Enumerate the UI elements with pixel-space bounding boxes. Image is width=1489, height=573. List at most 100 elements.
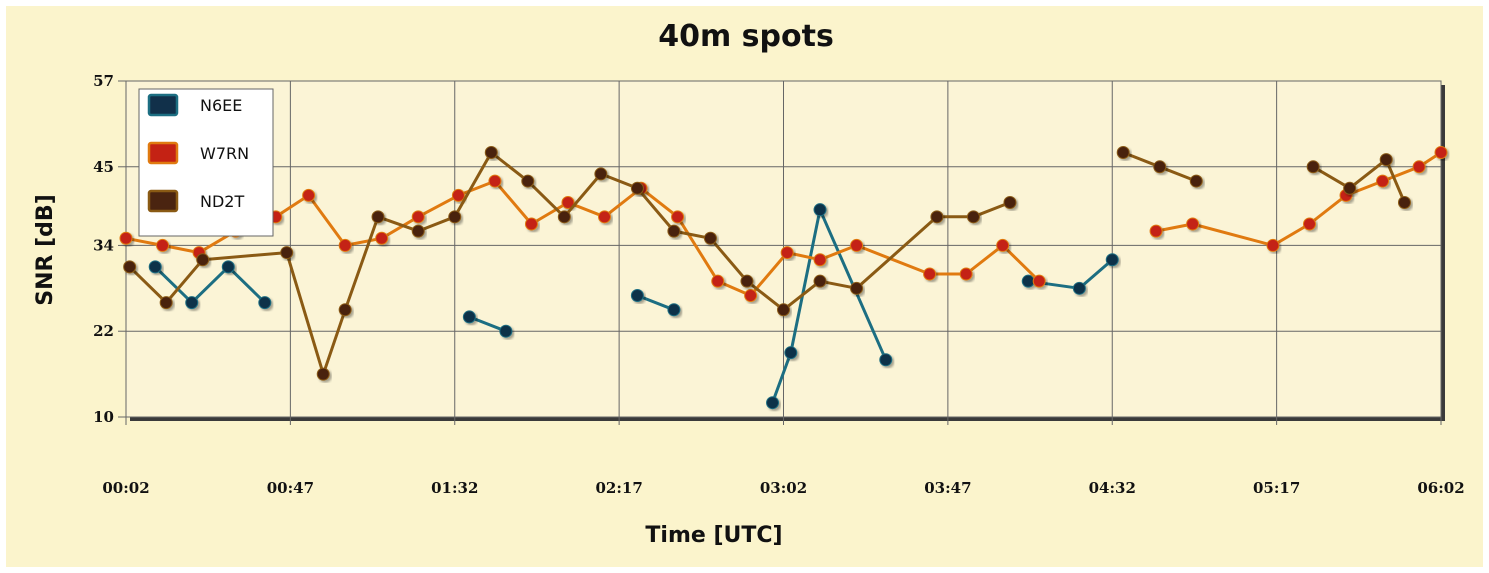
x-axis-title: Time [UTC]	[645, 523, 782, 548]
data-point-n6ee	[784, 346, 798, 360]
data-point-nd2t	[338, 303, 352, 317]
data-point-nd2t	[740, 274, 754, 288]
data-point-n6ee	[1021, 274, 1035, 288]
data-point-nd2t	[1379, 153, 1393, 167]
x-tick-label: 06:02	[1417, 479, 1464, 497]
legend-label-nd2t: ND2T	[200, 192, 244, 211]
data-point-w7rn	[1186, 217, 1200, 231]
y-tick-label: 45	[93, 158, 114, 176]
data-point-w7rn	[1434, 145, 1448, 159]
data-point-nd2t	[484, 145, 498, 159]
data-point-w7rn	[1032, 274, 1046, 288]
data-point-w7rn	[598, 210, 612, 224]
data-point-w7rn	[996, 238, 1010, 252]
data-point-w7rn	[1266, 238, 1280, 252]
data-point-n6ee	[258, 296, 272, 310]
series-w7rn	[119, 145, 1448, 302]
data-point-nd2t	[594, 167, 608, 181]
data-point-w7rn	[1412, 160, 1426, 174]
y-tick-label: 22	[93, 322, 114, 340]
data-point-w7rn	[1149, 224, 1163, 238]
data-point-w7rn	[156, 238, 170, 252]
y-tick-label: 57	[93, 72, 114, 90]
series-line-w7rn	[1155, 151, 1442, 247]
data-point-w7rn	[959, 267, 973, 281]
x-tick-label: 03:02	[760, 479, 807, 497]
plot-area	[118, 80, 1448, 425]
data-point-n6ee	[1105, 253, 1119, 267]
data-point-nd2t	[521, 174, 535, 188]
data-point-nd2t	[930, 210, 944, 224]
x-tick-label: 05:17	[1253, 479, 1300, 497]
legend-swatch-nd2t	[147, 189, 179, 213]
data-point-n6ee	[221, 260, 235, 274]
y-tick-label: 34	[93, 236, 114, 254]
series-line-n6ee	[636, 294, 675, 312]
legend-swatch-w7rn	[147, 141, 179, 165]
data-point-nd2t	[196, 253, 210, 267]
data-point-w7rn	[850, 238, 864, 252]
data-point-w7rn	[813, 253, 827, 267]
data-point-n6ee	[148, 260, 162, 274]
data-point-n6ee	[879, 353, 893, 367]
legend-label-w7rn: W7RN	[200, 144, 249, 163]
data-point-w7rn	[1376, 174, 1390, 188]
data-point-nd2t	[1189, 174, 1203, 188]
data-point-nd2t	[1397, 196, 1411, 210]
x-tick-label: 00:02	[102, 479, 149, 497]
y-tick-labels: 10 22 34 45 57	[93, 72, 114, 426]
data-point-nd2t	[813, 274, 827, 288]
x-tick-labels: 00:02 00:47 01:32 02:17 03:02 03:47 04:32 05:17…	[102, 479, 1464, 497]
data-point-w7rn	[671, 210, 685, 224]
x-tick-label: 01:32	[431, 479, 478, 497]
data-point-w7rn	[524, 217, 538, 231]
data-point-w7rn	[375, 231, 389, 245]
data-point-n6ee	[766, 396, 780, 410]
data-point-nd2t	[703, 231, 717, 245]
x-tick-label: 04:32	[1089, 479, 1136, 497]
data-point-w7rn	[338, 238, 352, 252]
data-point-w7rn	[923, 267, 937, 281]
data-point-n6ee	[185, 296, 199, 310]
data-point-nd2t	[1003, 196, 1017, 210]
series-line-n6ee	[468, 315, 507, 333]
data-point-nd2t	[280, 246, 294, 260]
data-point-nd2t	[371, 210, 385, 224]
chart-frame: 40m spots 10 22 34 45 57 00:02 00:47 01:32 02:1…	[6, 6, 1483, 567]
data-point-n6ee	[1072, 281, 1086, 295]
data-point-w7rn	[780, 246, 794, 260]
series-line-nd2t	[1312, 158, 1406, 204]
data-point-nd2t	[1343, 181, 1357, 195]
legend: N6EE W7RN ND2T	[138, 88, 274, 237]
legend-swatch-n6ee	[147, 93, 179, 117]
chart-title: 40m spots	[658, 19, 834, 54]
data-point-w7rn	[119, 231, 133, 245]
data-point-nd2t	[850, 281, 864, 295]
data-point-n6ee	[499, 324, 513, 338]
series-nd2t	[123, 145, 1411, 381]
data-point-nd2t	[777, 303, 790, 317]
data-point-nd2t	[316, 367, 330, 381]
data-point-nd2t	[630, 181, 644, 195]
data-point-n6ee	[462, 310, 476, 324]
data-point-w7rn	[561, 196, 575, 210]
legend-label-n6ee: N6EE	[200, 96, 242, 115]
data-point-w7rn	[451, 188, 465, 202]
data-point-nd2t	[557, 210, 571, 224]
line-chart: 40m spots 10 22 34 45 57 00:02 00:47 01:32 02:1…	[33, 19, 1465, 548]
data-point-n6ee	[813, 203, 827, 217]
data-point-w7rn	[302, 188, 316, 202]
data-point-nd2t	[1306, 160, 1320, 174]
data-point-nd2t	[123, 260, 137, 274]
data-point-n6ee	[630, 288, 644, 302]
series-line-n6ee	[154, 265, 266, 305]
data-point-nd2t	[448, 210, 462, 224]
data-point-w7rn	[744, 288, 758, 302]
series-layer	[119, 145, 1448, 410]
data-point-w7rn	[711, 274, 725, 288]
data-point-nd2t	[411, 224, 425, 238]
data-point-nd2t	[159, 296, 173, 310]
data-point-w7rn	[488, 174, 502, 188]
data-point-nd2t	[1116, 145, 1130, 159]
x-tick-label: 00:47	[267, 479, 314, 497]
